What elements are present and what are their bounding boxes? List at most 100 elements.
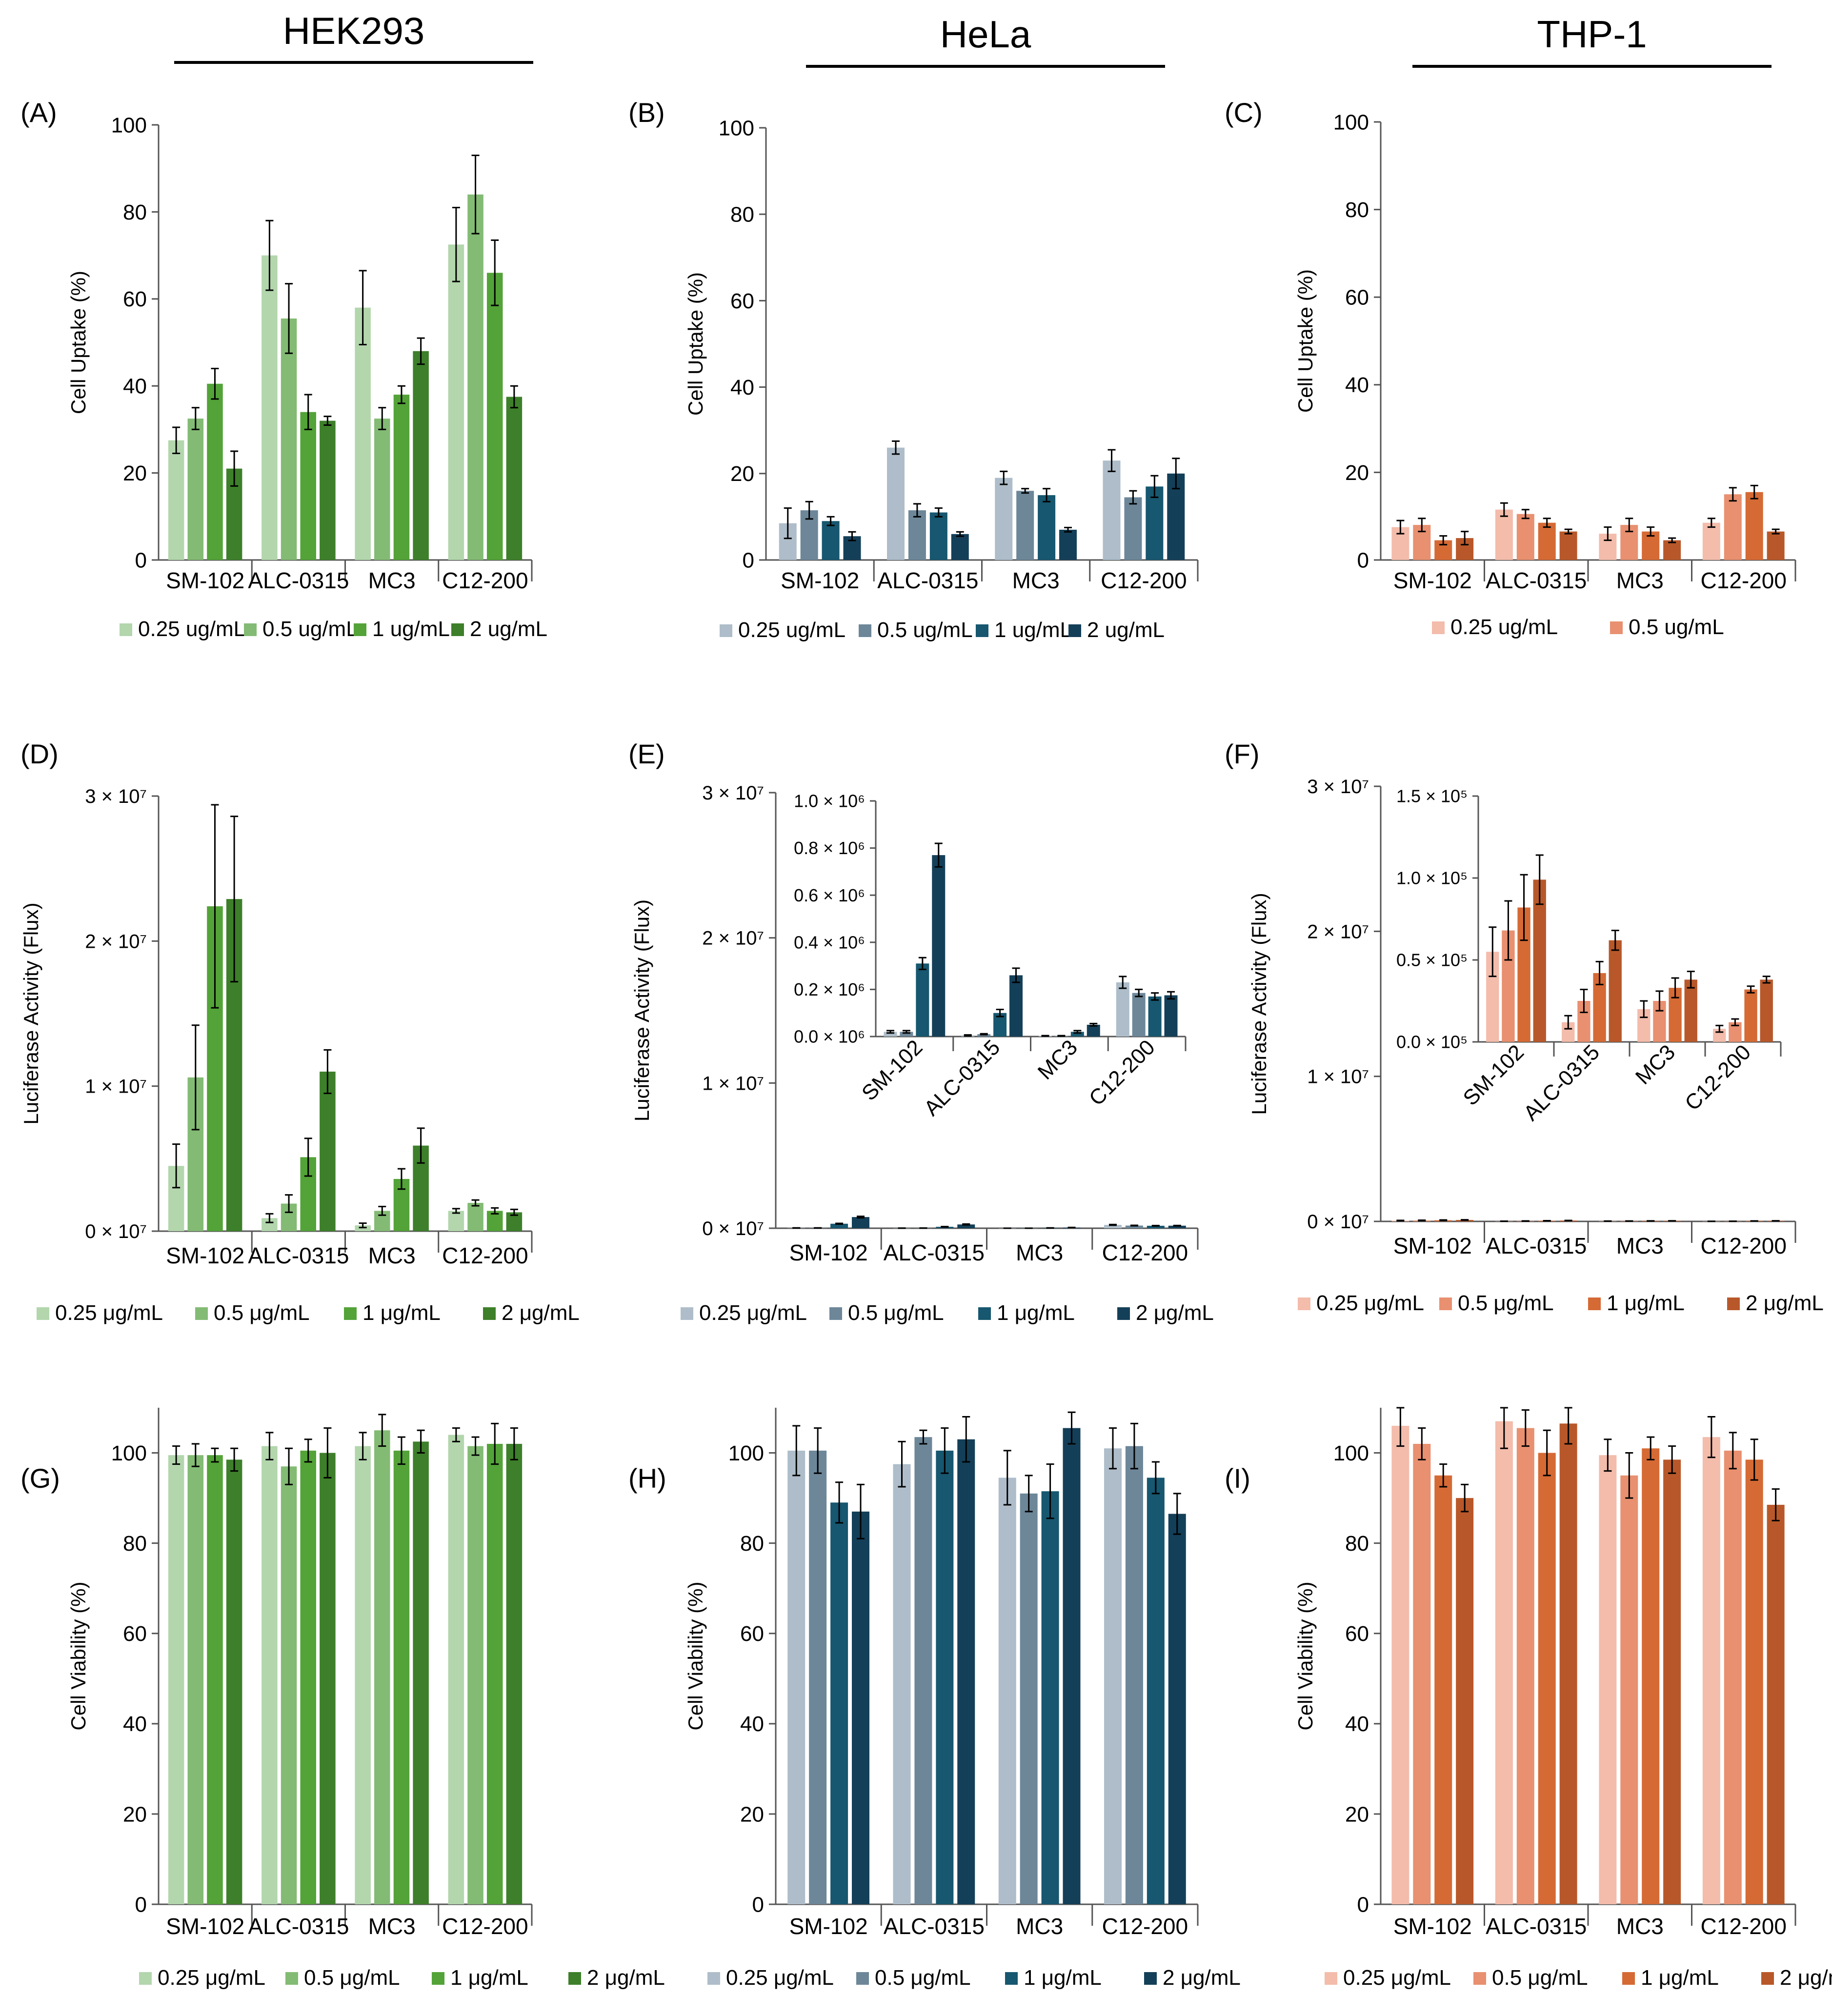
main-errorbar-alc-0315-3 xyxy=(1543,518,1551,528)
legend-label-4: 2 μg/mL xyxy=(1163,1966,1241,1990)
y-tick-label: 0 xyxy=(135,548,147,572)
legend-label-4: 2 ug/mL xyxy=(470,617,547,641)
panel-label-c: (C) xyxy=(1225,97,1263,128)
main-errorbar-mc3-4 xyxy=(1067,1411,1076,1445)
main-errorbar-sm-102-3 xyxy=(835,1222,844,1225)
legend-swatch-1 xyxy=(139,1972,152,1985)
main-bar-mc3-1 xyxy=(355,307,371,560)
main-bar-alc-0315-2 xyxy=(281,1466,297,1904)
y-tick-label: 80 xyxy=(123,1532,147,1556)
main-errorbar-alc-0315-1 xyxy=(265,1432,274,1460)
inset-errorbar-alc-0315-4 xyxy=(1611,930,1619,951)
y-tick-label: 20 xyxy=(740,1802,764,1826)
inset-y-tick-label: 1.0 × 10⁶ xyxy=(794,791,865,811)
legend-swatch-2 xyxy=(829,1307,842,1320)
legend-swatch-1 xyxy=(1432,621,1445,634)
legend-swatch-2 xyxy=(1610,621,1623,634)
inset-y-tick-label: 0.0 × 10⁵ xyxy=(1396,1032,1468,1052)
x-tick-label-mc3: MC3 xyxy=(368,1914,416,1939)
x-tick-label-c12-200: C12-200 xyxy=(442,568,528,593)
y-tick-label: 0 × 10⁷ xyxy=(702,1218,764,1239)
y-tick-label: 100 xyxy=(728,1441,764,1465)
main-bar-alc-0315-1 xyxy=(262,1446,278,1904)
y-tick-label: 40 xyxy=(1345,373,1369,397)
main-bar-alc-0315-2 xyxy=(1516,514,1534,560)
inset-bar-mc3-3 xyxy=(1070,1032,1084,1037)
main-errorbar-sm-102-2 xyxy=(814,1427,822,1474)
main-errorbar-sm-102-2 xyxy=(191,1024,200,1131)
y-tick-label: 60 xyxy=(123,1622,147,1646)
legend: 0.25 ug/mL 0.5 ug/mL xyxy=(1432,615,1724,639)
y-tick-label: 80 xyxy=(1345,1532,1369,1556)
main-errorbar-sm-102-1 xyxy=(792,1425,801,1477)
main-bar-mc3-3 xyxy=(393,1450,410,1904)
inset-errorbar-c12-200-4 xyxy=(1762,976,1771,984)
main-errorbar-alc-0315-4 xyxy=(962,1416,970,1463)
legend-label-1: 0.25 ug/mL xyxy=(1450,615,1558,639)
panel-i: (I) 0 20 40 60 80 100 Cell Viability (%) SM-102 A… xyxy=(1225,1407,1832,1990)
inset-bar-mc3-4 xyxy=(1684,979,1697,1042)
y-tick-label: 3 × 10⁷ xyxy=(1307,776,1369,798)
legend-label-2: 0.5 ug/mL xyxy=(1629,615,1724,639)
legend-label-3: 1 μg/mL xyxy=(362,1301,441,1325)
main-errorbar-alc-0315-4 xyxy=(323,1049,332,1095)
main-errorbar-alc-0315-1 xyxy=(265,220,274,291)
main-errorbar-c12-200-4 xyxy=(1772,528,1780,535)
legend-label-1: 0.25 μg/mL xyxy=(699,1301,807,1325)
main-bar-sm-102-3 xyxy=(207,383,223,560)
inset-x-tick-label-c12-200: C12-200 xyxy=(1680,1040,1755,1115)
legend-swatch-3 xyxy=(1005,1972,1018,1985)
inset-errorbar-c12-200-2 xyxy=(1135,988,1143,998)
main-bar-mc3-4 xyxy=(1663,540,1681,560)
main-errorbar-alc-0315-3 xyxy=(304,1138,312,1177)
inset-errorbar-c12-200-1 xyxy=(1715,1024,1724,1033)
panel-label-i: (I) xyxy=(1225,1463,1250,1494)
main-bar-alc-0315-4 xyxy=(1559,531,1577,560)
main-errorbar-alc-0315-4 xyxy=(323,1427,332,1478)
inset-errorbar-sm-102-2 xyxy=(902,1030,910,1034)
inset-bar-alc-0315-4 xyxy=(1609,940,1622,1042)
legend-label-1: 0.25 μg/mL xyxy=(726,1966,834,1990)
main-bar-alc-0315-4 xyxy=(957,1224,975,1228)
main-errorbar-alc-0315-2 xyxy=(285,283,293,354)
inset-bar-c12-200-1 xyxy=(1116,982,1129,1037)
main-bar-mc3-2 xyxy=(1620,1475,1638,1904)
main-bar-alc-0315-2 xyxy=(1516,1428,1534,1904)
legend-label-3: 1 ug/mL xyxy=(994,618,1072,642)
main-errorbar-alc-0315-1 xyxy=(898,1440,906,1488)
main-errorbar-c12-200-1 xyxy=(452,206,460,282)
main-errorbar-alc-0315-4 xyxy=(956,531,964,537)
legend-label-2: 0.5 μg/mL xyxy=(1458,1291,1554,1315)
panel-h: (H) 0 20 40 60 80 100 Cell Viability (%) SM-102 A… xyxy=(628,1408,1241,1990)
y-axis-label: Cell Uptake (%) xyxy=(1294,269,1317,413)
y-tick-label: 2 × 10⁷ xyxy=(702,928,764,949)
x-tick-label-alc-0315: ALC-0315 xyxy=(884,1914,985,1939)
main-errorbar-alc-0315-3 xyxy=(934,507,943,518)
x-tick-label-alc-0315: ALC-0315 xyxy=(1486,1233,1587,1258)
main-bar-mc3-2 xyxy=(1020,1493,1038,1904)
main-bar-mc3-3 xyxy=(1041,1491,1059,1904)
main-errorbar-sm-102-3 xyxy=(211,368,219,400)
inset-y-tick-label: 0.8 × 10⁶ xyxy=(794,838,865,858)
main-errorbar-mc3-1 xyxy=(359,1432,367,1460)
inset-bar-c12-200-3 xyxy=(1148,996,1162,1037)
legend-label-3: 1 ug/mL xyxy=(372,617,450,641)
main-bar-c12-200-1 xyxy=(1702,1437,1720,1904)
inset-errorbar-sm-102-4 xyxy=(1535,854,1544,905)
main-errorbar-mc3-1 xyxy=(359,1222,367,1229)
y-tick-label: 2 × 10⁷ xyxy=(1307,921,1369,942)
x-tick-label-sm-102: SM-102 xyxy=(166,1243,244,1268)
main-errorbar-mc3-2 xyxy=(1025,1475,1033,1513)
inset-bar-mc3-4 xyxy=(1087,1024,1100,1037)
y-axis-label: Cell Viability (%) xyxy=(1294,1582,1317,1731)
main-bar-mc3-4 xyxy=(1063,1428,1081,1904)
main-bar-sm-102-4 xyxy=(852,1217,870,1228)
y-tick-label: 80 xyxy=(740,1532,764,1556)
main-errorbar-mc3-4 xyxy=(417,1127,425,1164)
inset-errorbar-sm-102-2 xyxy=(1504,900,1512,961)
x-tick-label-c12-200: C12-200 xyxy=(442,1243,528,1268)
legend-swatch-1 xyxy=(707,1972,720,1985)
main-errorbar-sm-102-4 xyxy=(230,450,239,487)
panel-e: (E) 0 × 10⁷ 1 × 10⁷ 2 × 10⁷ 3 × 10⁷ Luciferas… xyxy=(628,739,1214,1325)
legend: 0.25 ug/mL 0.5 ug/mL 1 ug/mL 2 ug/mL xyxy=(120,617,547,641)
